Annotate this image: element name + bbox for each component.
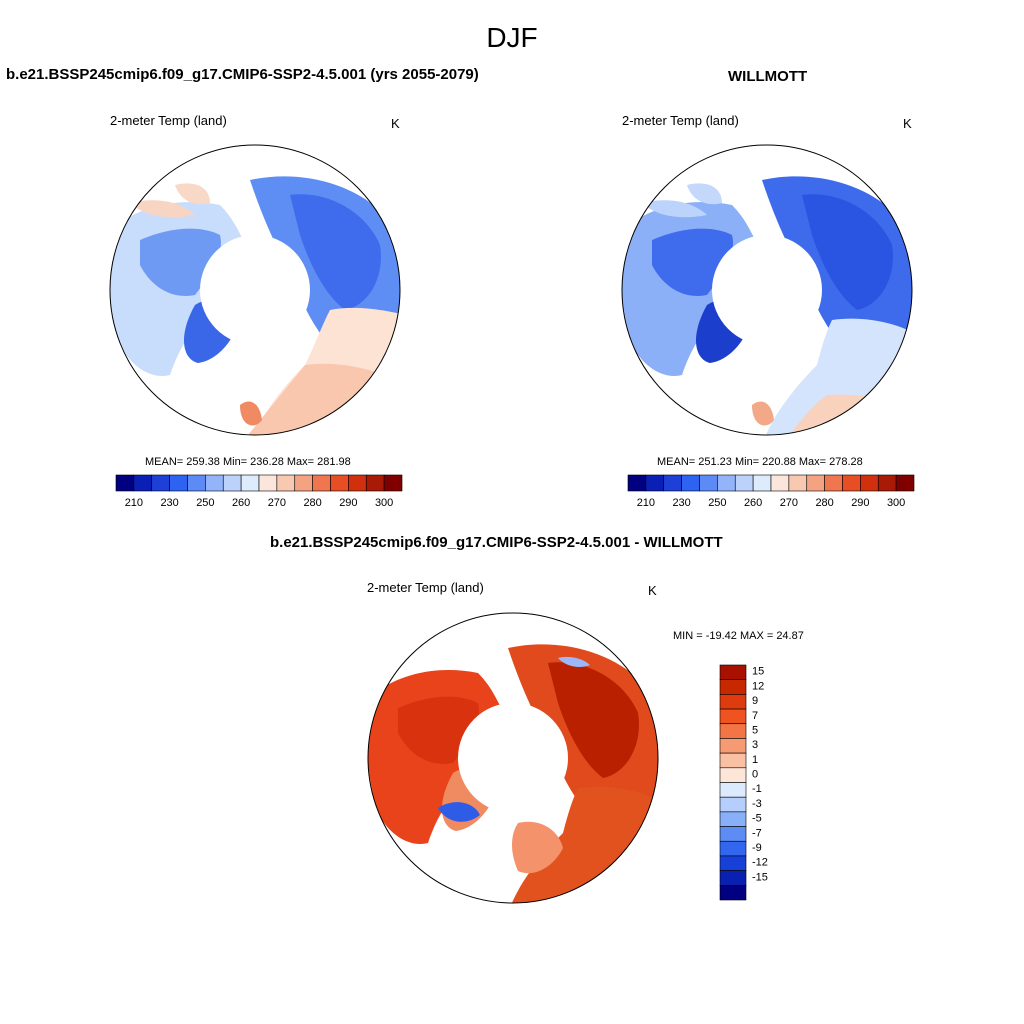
colorbar-cell: [719, 885, 747, 901]
colorbar-tick-label: 300: [375, 497, 393, 509]
panel-1-title: b.e21.BSSP245cmip6.f09_g17.CMIP6-SSP2-4.…: [6, 66, 479, 83]
panel-2-variable: 2-meter Temp (land): [622, 113, 739, 128]
colorbar-cell: [330, 474, 349, 492]
colorbar-tick-label: 3: [752, 739, 758, 751]
colorbar-cell: [719, 782, 747, 798]
colorbar-tick-label: 210: [637, 497, 655, 509]
colorbar-tick-label: 300: [887, 497, 905, 509]
panel-2-units: K: [903, 116, 912, 131]
colorbar-cell: [877, 474, 897, 492]
colorbar-tick-label: 0: [752, 769, 758, 781]
colorbar-tick-label: -7: [752, 827, 762, 839]
panel-1-colorbar: 210 230 250 260 270 280 290 300: [115, 474, 403, 509]
panel-3-stats: MIN = -19.42 MAX = 24.87: [673, 630, 804, 642]
colorbar-cell: [383, 474, 403, 492]
colorbar-cell: [719, 840, 747, 857]
colorbar-tick-label: 7: [752, 710, 758, 722]
colorbar-cell: [770, 474, 790, 492]
colorbar-tick-label: 250: [196, 497, 214, 509]
colorbar-tick-label: -9: [752, 842, 762, 854]
colorbar-tick-label: 290: [339, 497, 357, 509]
colorbar-cell: [276, 474, 296, 492]
colorbar-tick-label: 280: [303, 497, 321, 509]
colorbar-cell: [365, 474, 385, 492]
panel-3-variable: 2-meter Temp (land): [367, 580, 484, 595]
colorbar-cell: [860, 474, 879, 492]
colorbar-tick-label: 260: [232, 497, 250, 509]
panel-2-title: WILLMOTT: [728, 68, 808, 85]
colorbar-cell: [169, 474, 188, 492]
colorbar-cell: [717, 474, 736, 492]
panel-3-polar-map: [367, 612, 659, 904]
panel-1-polar-map: [109, 144, 401, 436]
figure-title: DJF: [486, 22, 538, 53]
colorbar-cell: [645, 474, 665, 492]
colorbar-tick-label: 270: [780, 497, 798, 509]
colorbar-cell: [719, 826, 747, 842]
panel-2-colorbar: 210 230 250 260 270 280 290 300: [627, 474, 915, 509]
colorbar-cell: [240, 474, 260, 492]
colorbar-cell: [842, 474, 861, 492]
colorbar-tick-label: 1: [752, 754, 758, 766]
colorbar-tick-label: -5: [752, 813, 762, 825]
panel-1-stats: MEAN= 259.38 Min= 236.28 Max= 281.98: [145, 456, 351, 468]
panel-3-title: b.e21.BSSP245cmip6.f09_g17.CMIP6-SSP2-4.…: [270, 534, 723, 551]
colorbar-cell: [205, 474, 224, 492]
colorbar-cell: [824, 474, 843, 492]
colorbar-cell: [719, 767, 747, 783]
colorbar-cell: [348, 474, 367, 492]
colorbar-tick-label: -1: [752, 783, 762, 795]
colorbar-tick-label: 15: [752, 666, 764, 678]
colorbar-tick-label: 280: [815, 497, 833, 509]
colorbar-tick-label: 210: [125, 497, 143, 509]
panel-3-units: K: [648, 583, 657, 598]
panel-1-variable: 2-meter Temp (land): [110, 113, 227, 128]
colorbar-cell: [222, 474, 242, 492]
colorbar-cell: [663, 474, 682, 492]
colorbar-cell: [719, 679, 747, 695]
colorbar-cell: [699, 474, 718, 492]
colorbar-cell: [294, 474, 313, 492]
colorbar-cell: [752, 474, 772, 492]
colorbar-tick-label: 260: [744, 497, 762, 509]
colorbar-tick-label: 5: [752, 724, 758, 736]
colorbar-cell: [719, 694, 747, 710]
colorbar-cell: [719, 723, 747, 739]
colorbar-cell: [788, 474, 808, 492]
panel-2-polar-map: [621, 144, 913, 436]
colorbar-cell: [734, 474, 754, 492]
colorbar-cell: [133, 474, 153, 492]
panel-3-colorbar: 15 12 9 7 5 3 1 0 -1 -3 -5 -7 -9 -12 -15: [719, 664, 768, 901]
colorbar-tick-label: -12: [752, 857, 768, 869]
colorbar-cell: [719, 738, 747, 754]
colorbar-cell: [719, 752, 747, 769]
colorbar-tick-label: 230: [672, 497, 690, 509]
colorbar-tick-label: 9: [752, 695, 758, 707]
colorbar-cell: [719, 708, 747, 725]
colorbar-tick-label: 290: [851, 497, 869, 509]
colorbar-cell: [681, 474, 700, 492]
colorbar-cell: [806, 474, 825, 492]
colorbar-cell: [258, 474, 278, 492]
colorbar-cell: [187, 474, 206, 492]
colorbar-cell: [719, 796, 747, 813]
colorbar-tick-label: 12: [752, 680, 764, 692]
colorbar-tick-label: 270: [268, 497, 286, 509]
panel-2-stats: MEAN= 251.23 Min= 220.88 Max= 278.28: [657, 456, 863, 468]
colorbar-cell: [719, 870, 747, 886]
panel-1-units: K: [391, 116, 400, 131]
colorbar-cell: [895, 474, 915, 492]
colorbar-cell: [719, 664, 747, 680]
colorbar-tick-label: -3: [752, 798, 762, 810]
colorbar-cell: [115, 474, 135, 492]
colorbar-cell: [719, 855, 747, 871]
colorbar-cell: [151, 474, 170, 492]
colorbar-cell: [627, 474, 647, 492]
colorbar-cell: [312, 474, 331, 492]
colorbar-tick-label: -15: [752, 871, 768, 883]
colorbar-tick-label: 230: [160, 497, 178, 509]
colorbar-tick-label: 250: [708, 497, 726, 509]
colorbar-cell: [719, 811, 747, 827]
